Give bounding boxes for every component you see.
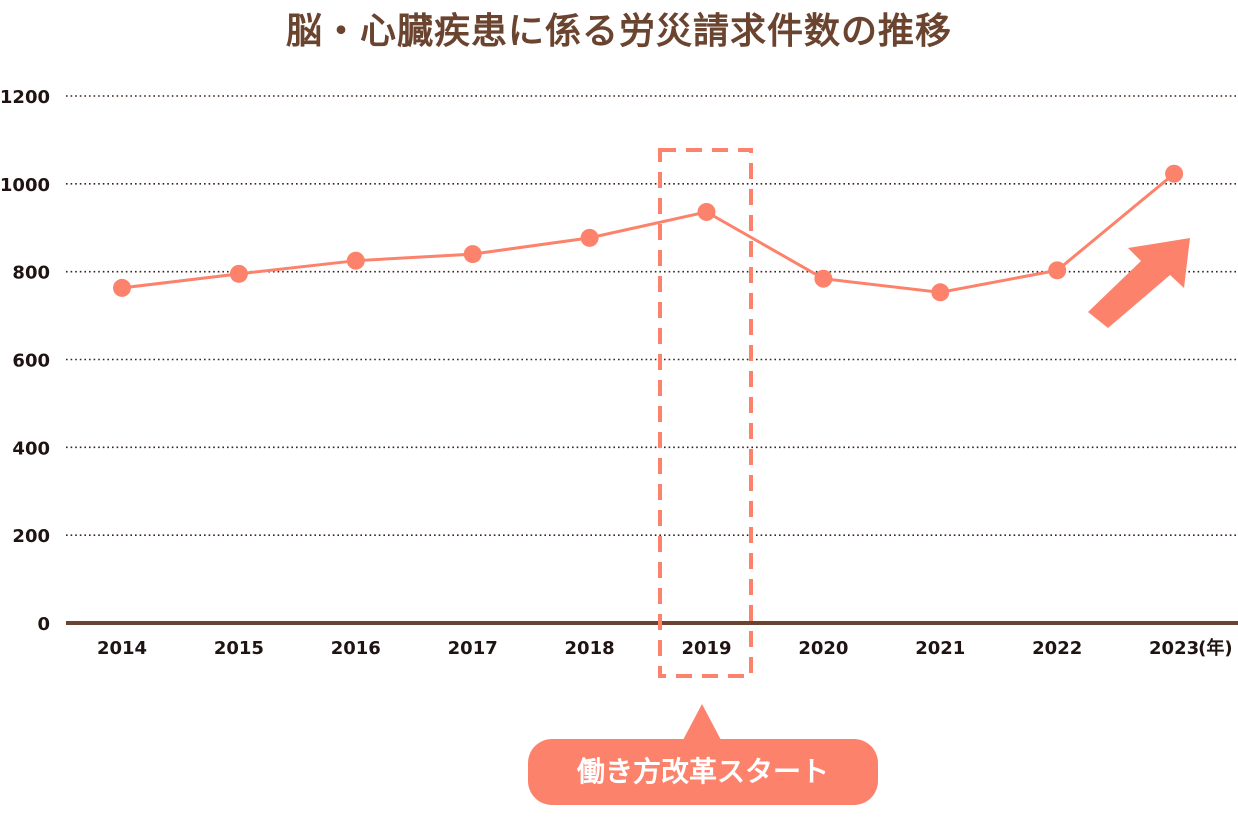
gridlines (66, 95, 1238, 536)
callout-work-style-reform: 働き方改革スタート (528, 739, 878, 805)
series-line (121, 172, 1176, 294)
data-point (113, 278, 131, 297)
x-tick-label: 2014 (97, 638, 147, 659)
x-tick-label: 2015 (214, 638, 264, 659)
callout-pointer (683, 704, 721, 740)
data-point (1048, 261, 1067, 280)
y-tick-label: 600 (12, 351, 50, 372)
data-point (1165, 164, 1184, 183)
y-tick-label: 0 (37, 614, 50, 635)
x-tick-label: 2017 (448, 638, 498, 659)
y-axis-labels: 0 200 400 600 800 1000 1200 (0, 87, 50, 635)
x-tick-label: 2021 (915, 638, 965, 659)
chart-title: 脳・心臓疾患に係る労災請求件数の推移 (285, 11, 952, 52)
up-right-arrow-icon (1088, 238, 1190, 328)
data-point (814, 269, 833, 288)
x-tick-label: 2018 (565, 638, 615, 659)
data-points (113, 164, 1184, 302)
x-tick-label: 2023 (1149, 638, 1199, 659)
highlight-2019-box (658, 148, 753, 678)
data-point (580, 228, 599, 247)
x-tick-label: 2022 (1032, 638, 1082, 659)
data-point (463, 245, 482, 264)
y-tick-label: 800 (12, 263, 50, 284)
x-tick-label: 2016 (331, 638, 381, 659)
data-point (346, 251, 365, 270)
x-axis-unit: (年) (1198, 637, 1232, 659)
data-point (697, 202, 716, 221)
data-point (229, 264, 248, 283)
x-tick-label: 2020 (798, 638, 848, 659)
y-tick-label: 400 (12, 438, 50, 459)
x-tick-label: 2019 (681, 638, 731, 659)
data-point (931, 283, 950, 302)
x-axis-labels: 2014 2015 2016 2017 2018 2019 2020 2021 2022 2023… (97, 637, 1233, 659)
y-tick-label: 200 (12, 526, 50, 547)
y-tick-label: 1200 (0, 87, 50, 108)
y-tick-label: 1000 (0, 175, 50, 196)
